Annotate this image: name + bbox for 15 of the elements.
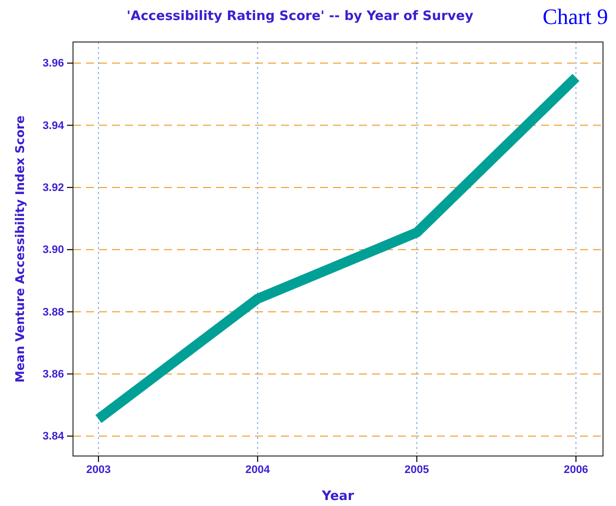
x-tick-label: 2005 (404, 464, 430, 476)
x-tick-label: 2004 (245, 464, 271, 476)
x-axis-title: Year (320, 489, 355, 504)
y-tick-label: 3.88 (42, 306, 64, 318)
chart-title: 'Accessibility Rating Score' -- by Year of Survey (126, 9, 474, 24)
x-tick-label: 2006 (564, 464, 588, 476)
y-tick-label: 3.84 (42, 430, 65, 443)
y-axis-title: Mean Venture Accessibility Index Score (13, 115, 27, 383)
y-tick-label: 3.92 (42, 182, 64, 194)
x-tick-label: 2003 (86, 464, 111, 476)
y-tick-label: 3.94 (42, 120, 65, 132)
y-tick-label: 3.90 (42, 244, 64, 256)
caption: Chart 9 (542, 4, 608, 29)
y-tick-label: 3.96 (42, 58, 64, 70)
y-tick-label: 3.86 (42, 368, 64, 380)
